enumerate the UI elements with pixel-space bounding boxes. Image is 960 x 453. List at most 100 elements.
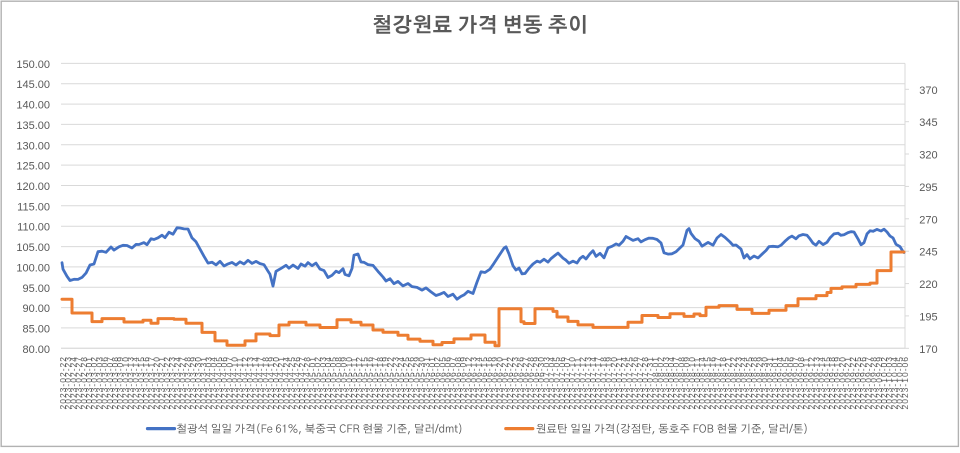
svg-text:85.00: 85.00 <box>22 323 50 335</box>
svg-text:95.00: 95.00 <box>22 283 50 295</box>
svg-text:2023-05-31: 2023-05-31 <box>422 356 432 409</box>
svg-text:2023-04-10: 2023-04-10 <box>230 356 240 409</box>
svg-text:2023-09-14: 2023-09-14 <box>817 356 827 409</box>
svg-text:120.00: 120.00 <box>16 181 50 193</box>
svg-text:2023-04-19: 2023-04-19 <box>266 356 276 409</box>
svg-text:2023-06-14: 2023-06-14 <box>474 356 484 409</box>
svg-text:2023-06-29: 2023-06-29 <box>531 356 541 409</box>
svg-text:2023-03-08: 2023-03-08 <box>110 356 120 409</box>
svg-text:2023-08-22: 2023-08-22 <box>728 356 738 409</box>
svg-text:2023-07-31: 2023-07-31 <box>645 356 655 409</box>
svg-text:2023-03-22: 2023-03-22 <box>162 356 172 409</box>
svg-text:2023-08-03: 2023-08-03 <box>661 356 671 409</box>
svg-text:2023-03-10: 2023-03-10 <box>120 356 130 409</box>
svg-text:2023-07-28: 2023-07-28 <box>640 356 650 409</box>
svg-text:2023-09-06: 2023-09-06 <box>786 356 796 409</box>
svg-text:2023-08-25: 2023-08-25 <box>744 356 754 409</box>
svg-text:135.00: 135.00 <box>16 120 50 132</box>
svg-text:115.00: 115.00 <box>17 201 50 213</box>
svg-text:2023-04-06: 2023-04-06 <box>219 356 229 409</box>
svg-text:2023-05-03: 2023-05-03 <box>318 356 328 409</box>
svg-text:125.00: 125.00 <box>16 161 50 173</box>
svg-text:2023-06-13: 2023-06-13 <box>469 356 479 409</box>
svg-text:2023-07-13: 2023-07-13 <box>583 356 593 409</box>
svg-text:2023-03-02: 2023-03-02 <box>89 356 99 409</box>
svg-text:2023-08-11: 2023-08-11 <box>692 357 702 410</box>
svg-text:2023-10-06: 2023-10-06 <box>900 356 910 409</box>
svg-text:2023-02-28: 2023-02-28 <box>79 356 89 409</box>
svg-text:2023-06-22: 2023-06-22 <box>505 356 515 409</box>
svg-text:100.00: 100.00 <box>16 262 50 274</box>
svg-text:2023-06-27: 2023-06-27 <box>521 356 531 409</box>
svg-text:2023-04-27: 2023-04-27 <box>297 356 307 409</box>
svg-text:2023-05-23: 2023-05-23 <box>391 356 401 409</box>
svg-text:2023-07-12: 2023-07-12 <box>578 356 588 409</box>
svg-text:2023-09-22: 2023-09-22 <box>848 356 858 409</box>
svg-text:2023-09-25: 2023-09-25 <box>853 356 863 409</box>
svg-text:2023-10-05: 2023-10-05 <box>895 356 905 409</box>
svg-text:2023-03-15: 2023-03-15 <box>136 356 146 409</box>
svg-text:2023-08-04: 2023-08-04 <box>666 356 676 409</box>
svg-text:2023-07-21: 2023-07-21 <box>614 356 624 409</box>
svg-text:2023-09-12: 2023-09-12 <box>806 356 816 409</box>
svg-text:2023-02-27: 2023-02-27 <box>74 356 84 409</box>
svg-text:150.00: 150.00 <box>16 59 50 71</box>
svg-text:270: 270 <box>919 214 937 226</box>
svg-text:2023-07-14: 2023-07-14 <box>588 356 598 409</box>
svg-text:2023-03-07: 2023-03-07 <box>105 356 115 409</box>
svg-text:2023-10-04: 2023-10-04 <box>889 356 899 409</box>
svg-text:2023-03-13: 2023-03-13 <box>126 356 136 409</box>
svg-text:2023-06-09: 2023-06-09 <box>458 356 468 409</box>
svg-text:80.00: 80.00 <box>22 344 50 356</box>
svg-text:195: 195 <box>919 311 937 323</box>
svg-text:2023-05-12: 2023-05-12 <box>354 356 364 409</box>
svg-text:2023-09-11: 2023-09-11 <box>801 357 811 410</box>
svg-text:2023-08-08: 2023-08-08 <box>676 356 686 409</box>
svg-text:2023-06-01: 2023-06-01 <box>427 356 437 409</box>
svg-text:2023-03-03: 2023-03-03 <box>94 356 104 409</box>
svg-text:2023-05-25: 2023-05-25 <box>401 356 411 409</box>
svg-text:2023-06-28: 2023-06-28 <box>526 356 536 409</box>
svg-text:2023-07-25: 2023-07-25 <box>624 356 634 409</box>
svg-text:2023-04-04: 2023-04-04 <box>209 356 219 409</box>
svg-text:2023-03-16: 2023-03-16 <box>141 356 151 409</box>
svg-text:2023-08-31: 2023-08-31 <box>765 356 775 409</box>
svg-text:2023-07-03: 2023-07-03 <box>541 356 551 409</box>
svg-text:2023-08-21: 2023-08-21 <box>723 356 733 409</box>
svg-text:90.00: 90.00 <box>22 303 50 315</box>
svg-text:2023-04-20: 2023-04-20 <box>271 356 281 409</box>
svg-text:2023-03-24: 2023-03-24 <box>172 356 182 409</box>
svg-text:2023-07-18: 2023-07-18 <box>598 356 608 409</box>
svg-text:345: 345 <box>919 117 937 129</box>
svg-text:2023-05-05: 2023-05-05 <box>328 356 338 409</box>
svg-text:2023-09-13: 2023-09-13 <box>812 356 822 409</box>
svg-text:2023-08-28: 2023-08-28 <box>749 356 759 409</box>
svg-text:2023-03-06: 2023-03-06 <box>100 356 110 409</box>
svg-text:2023-07-20: 2023-07-20 <box>609 356 619 409</box>
svg-text:245: 245 <box>919 247 937 259</box>
svg-text:2023-04-17: 2023-04-17 <box>256 356 266 409</box>
svg-text:2023-03-30: 2023-03-30 <box>193 356 203 409</box>
svg-text:220: 220 <box>919 279 937 291</box>
svg-text:2023-05-29: 2023-05-29 <box>411 356 421 409</box>
svg-text:2023-08-07: 2023-08-07 <box>671 356 681 409</box>
svg-text:2023-09-21: 2023-09-21 <box>843 356 853 409</box>
svg-text:2023-06-21: 2023-06-21 <box>500 356 510 409</box>
svg-text:2023-08-10: 2023-08-10 <box>687 356 697 409</box>
svg-text:2023-03-20: 2023-03-20 <box>152 356 162 409</box>
svg-text:2023-09-27: 2023-09-27 <box>863 356 873 409</box>
svg-text:2023-02-22: 2023-02-22 <box>58 356 68 409</box>
svg-text:2023-04-21: 2023-04-21 <box>276 356 286 409</box>
svg-text:2023-06-23: 2023-06-23 <box>510 356 520 409</box>
svg-text:2023-08-09: 2023-08-09 <box>682 356 692 409</box>
svg-text:2023-04-13: 2023-04-13 <box>245 356 255 409</box>
svg-text:2023-03-14: 2023-03-14 <box>131 356 141 409</box>
svg-text:2023-05-15: 2023-05-15 <box>359 356 369 409</box>
svg-text:2023-06-15: 2023-06-15 <box>479 356 489 409</box>
svg-text:2023-06-02: 2023-06-02 <box>432 356 442 409</box>
svg-text:2023-09-18: 2023-09-18 <box>827 356 837 409</box>
svg-text:2023-04-24: 2023-04-24 <box>281 356 291 409</box>
svg-text:2023-08-30: 2023-08-30 <box>760 356 770 409</box>
svg-text:2023-03-23: 2023-03-23 <box>167 356 177 409</box>
svg-text:2023-06-12: 2023-06-12 <box>463 356 473 409</box>
